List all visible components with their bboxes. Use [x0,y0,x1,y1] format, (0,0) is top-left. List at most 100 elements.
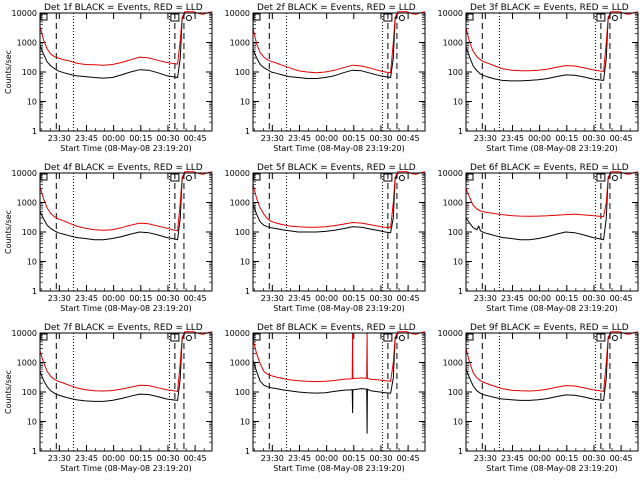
x-tick-label: 23:30 [48,454,71,463]
corner-box-left [466,173,474,181]
x-tick-label: 00:15 [555,454,578,463]
series-line-lld [39,331,213,392]
series-line-events [39,172,212,241]
x-tick-label: 23:30 [48,294,71,303]
corner-box-left [253,173,261,181]
y-tick-label: 10 [27,258,37,267]
corner-box-right [383,173,393,182]
x-tick-label: 23:30 [474,134,497,143]
x-axis-label: Start Time (08-May-08 23:19:20) [486,304,617,313]
x-tick-label: 00:15 [342,294,365,303]
y-tick-label: 10 [240,418,250,427]
x-tick-label: 00:00 [315,134,338,143]
chart-title: Det 4f BLACK = Events, RED = LLD [44,163,203,173]
y-tick-label: 100 [235,388,250,397]
corner-box-left [466,333,474,341]
x-axis-label: Start Time (08-May-08 23:19:20) [486,464,617,473]
series-line-events [465,332,638,401]
y-tick-label: 1 [245,287,250,296]
x-tick-label: 00:00 [528,134,551,143]
x-tick-label: 00:00 [102,134,125,143]
chart-panel-9: Det 9f BLACK = Events, RED = LLD 1 10 100 10… [438,323,639,473]
y-tick-label: 1000 [17,199,37,208]
plot-frame [252,332,426,452]
y-tick-label: 1 [458,287,463,296]
x-tick-label: 00:45 [610,134,633,143]
chart-panel-4: Det 4f BLACK = Events, RED = LLD 1 10 100 10… [4,163,213,313]
series-line-events [465,12,638,82]
chart-panel-3: Det 3f BLACK = Events, RED = LLD 1 10 100 10… [438,3,639,153]
corner-box-right [383,13,393,22]
y-axis-label: Counts/sec [4,370,13,414]
x-axis-label: Start Time (08-May-08 23:19:20) [60,304,191,313]
x-tick-label: 23:45 [75,454,98,463]
x-tick-label: 23:30 [261,454,284,463]
corner-box-right [596,333,606,342]
x-tick-label: 23:45 [501,134,524,143]
y-tick-label: 10 [27,98,37,107]
plot-frame [39,172,213,292]
y-tick-label: 10 [453,98,463,107]
y-tick-label: 10000 [12,169,37,178]
plot-frame [39,332,213,452]
x-tick-label: 00:15 [342,454,365,463]
x-tick-label: 23:45 [288,454,311,463]
corner-box-right [170,13,180,22]
y-tick-label: 100 [448,388,463,397]
y-tick-label: 100 [448,228,463,237]
x-tick-label: 23:30 [261,294,284,303]
corner-box-left [253,13,261,21]
plot-frame [465,12,639,132]
y-tick-label: 1000 [443,39,463,48]
y-tick-label: 1 [32,447,37,456]
y-tick-label: 10 [240,258,250,267]
series-line-events [39,332,212,402]
corner-box-right [383,333,393,342]
chart-title: Det 8f BLACK = Events, RED = LLD [257,323,416,333]
plot-frame [465,332,639,452]
series-line-lld [252,331,426,383]
y-tick-label: 1000 [443,199,463,208]
corner-box-right [596,173,606,182]
y-tick-label: 100 [235,68,250,77]
x-tick-label: 23:30 [474,294,497,303]
y-tick-label: 10000 [12,9,37,18]
x-axis-label: Start Time (08-May-08 23:19:20) [486,144,617,153]
corner-box-right [170,333,180,342]
x-tick-label: 00:30 [156,294,179,303]
x-tick-label: 00:30 [156,454,179,463]
y-tick-label: 10 [240,98,250,107]
series-line-lld [465,11,639,72]
y-tick-label: 10 [453,258,463,267]
corner-circle-marker [185,175,192,181]
chart-title: Det 1f BLACK = Events, RED = LLD [44,3,203,13]
y-tick-label: 10000 [12,329,37,338]
plot-frame [252,12,426,132]
y-tick-label: 1000 [17,39,37,48]
x-tick-label: 00:45 [184,294,207,303]
x-tick-label: 00:00 [102,454,125,463]
series-line-events [465,172,638,241]
x-tick-label: 23:45 [501,454,524,463]
corner-circle-marker [611,175,618,181]
series-line-lld [252,11,426,74]
y-tick-label: 10000 [438,329,463,338]
x-tick-label: 23:45 [501,294,524,303]
corner-box-right [170,173,180,182]
x-tick-label: 00:15 [555,294,578,303]
x-tick-label: 00:45 [184,454,207,463]
corner-circle-marker [185,15,192,21]
x-axis-label: Start Time (08-May-08 23:19:20) [273,304,404,313]
y-tick-label: 1000 [443,359,463,368]
chart-panel-6: Det 6f BLACK = Events, RED = LLD 1 10 100 10… [438,163,639,313]
x-tick-label: 23:45 [75,134,98,143]
x-tick-label: 00:30 [369,454,392,463]
x-tick-label: 00:00 [315,454,338,463]
x-tick-label: 00:00 [102,294,125,303]
x-tick-label: 00:00 [528,294,551,303]
y-tick-label: 1 [458,447,463,456]
y-axis-label: Counts/sec [4,50,13,94]
x-tick-label: 23:45 [288,134,311,143]
x-tick-label: 00:15 [342,134,365,143]
